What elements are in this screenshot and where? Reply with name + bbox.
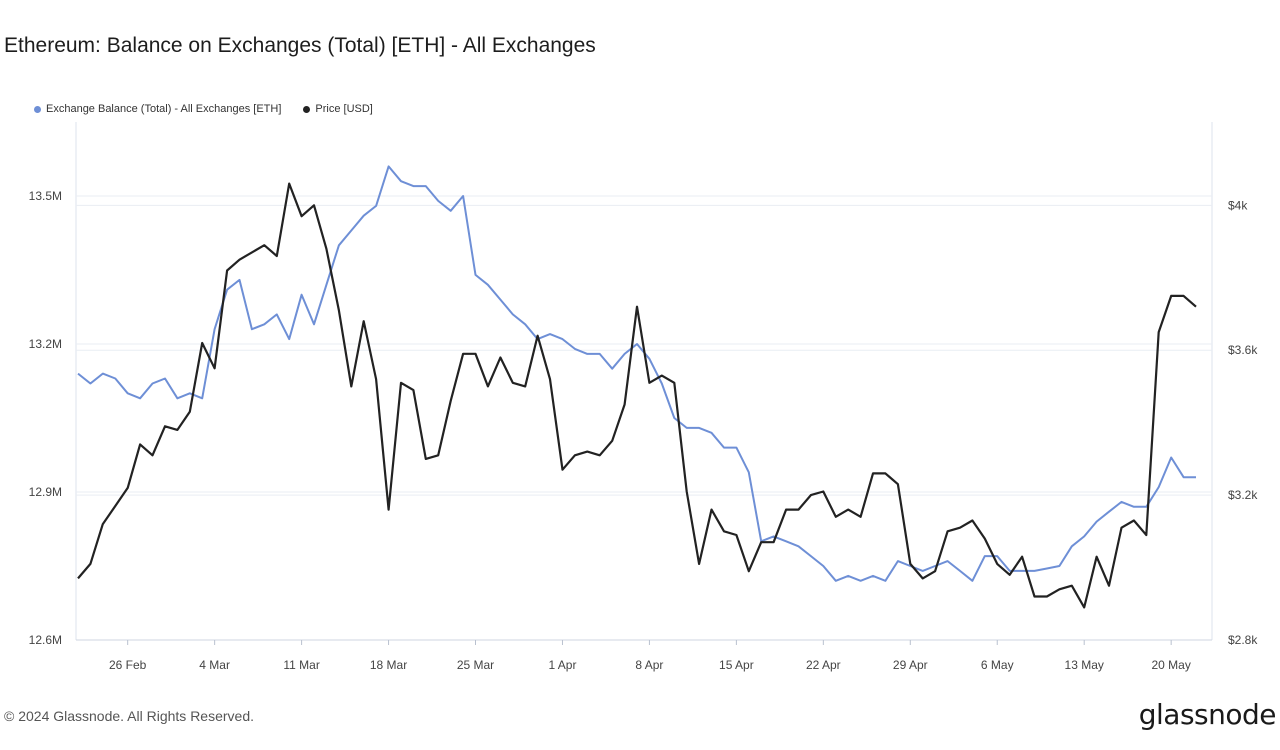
x-tick-label: 29 Apr xyxy=(893,658,928,672)
x-tick-label: 25 Mar xyxy=(457,658,494,672)
y-left-tick-label: 12.9M xyxy=(29,485,62,499)
series-line-price xyxy=(77,182,1197,609)
legend-item-price[interactable]: Price [USD] xyxy=(303,103,373,115)
x-tick-label: 20 May xyxy=(1151,658,1190,672)
y-right-tick-label: $2.8k xyxy=(1228,633,1258,647)
legend-dot-price xyxy=(303,105,311,113)
legend-dot-balance xyxy=(34,105,41,113)
x-tick-label: 8 Apr xyxy=(635,658,663,672)
y-left-tick-label: 13.2M xyxy=(29,337,62,351)
legend-label-balance: Exchange Balance (Total) - All Exchanges… xyxy=(46,103,282,115)
x-tick-label: 18 Mar xyxy=(370,658,407,672)
series-line-exchange-balance xyxy=(77,165,1196,582)
x-tick-label: 4 Mar xyxy=(199,658,230,672)
legend-label-price: Price [USD] xyxy=(315,103,373,115)
x-tick-label: 6 May xyxy=(981,658,1014,672)
chart-title: Ethereum: Balance on Exchanges (Total) [… xyxy=(4,34,596,57)
chart-plot: 12.6M 12.9M 13.2M 13.5M $2.8k $3.2k $3.6k $4k 26… xyxy=(29,122,1258,672)
x-tick-label: 11 Mar xyxy=(283,658,319,672)
copyright-text: © 2024 Glassnode. All Rights Reserved. xyxy=(4,708,255,724)
x-tick-label: 15 Apr xyxy=(719,658,754,672)
y-right-tick-label: $4k xyxy=(1228,198,1248,212)
y-left-tick-label: 13.5M xyxy=(29,189,62,203)
x-tick-label: 13 May xyxy=(1065,658,1104,672)
chart-legend: Exchange Balance (Total) - All Exchanges… xyxy=(34,103,373,115)
x-tick-label: 1 Apr xyxy=(548,658,576,672)
legend-item-balance[interactable]: Exchange Balance (Total) - All Exchanges… xyxy=(34,103,281,115)
y-left-tick-label: 12.6M xyxy=(29,633,62,647)
x-tick-label: 26 Feb xyxy=(109,658,147,672)
glassnode-logo: glassnode xyxy=(1138,698,1277,731)
y-right-tick-label: $3.6k xyxy=(1228,343,1258,357)
y-right-tick-label: $3.2k xyxy=(1228,488,1258,502)
x-tick-label: 22 Apr xyxy=(806,658,841,672)
